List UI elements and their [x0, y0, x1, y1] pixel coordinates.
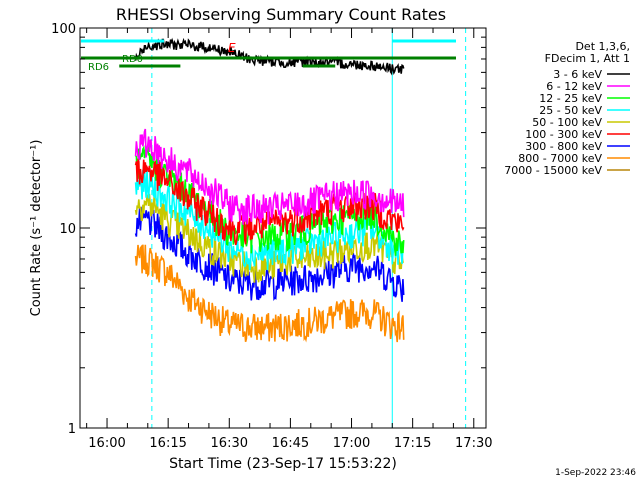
legend-header-1: FDecim 1, Att 1 [545, 52, 630, 65]
x-tick-label: 16:30 [211, 436, 248, 451]
legend-label: 800 - 7000 keV [518, 152, 602, 165]
y-tick-label: 100 [51, 22, 76, 37]
x-tick-label: 16:00 [88, 436, 125, 451]
plot-area: RD0 RD6 E [79, 28, 467, 428]
annotation-rd0: RD0 [122, 54, 143, 65]
series-300-800keV [134, 206, 405, 302]
legend-label: 50 - 100 keV [532, 116, 602, 129]
legend-label: 300 - 800 keV [525, 140, 602, 153]
series-line [134, 206, 405, 302]
x-tick-label: 16:45 [272, 436, 309, 451]
annotation-rd6: RD6 [88, 62, 109, 73]
legend-label: 100 - 300 keV [525, 128, 602, 141]
series-line [134, 37, 405, 76]
x-tick-label: 17:15 [394, 436, 431, 451]
series-line [134, 169, 405, 271]
legend-label: 3 - 6 keV [553, 68, 602, 81]
footer-timestamp: 1-Sep-2022 23:46 [555, 468, 636, 478]
series-line [134, 158, 405, 246]
series-line [134, 144, 405, 256]
status-bars [81, 39, 456, 68]
x-tick-label: 16:15 [149, 436, 186, 451]
y-axis-label: Count Rate (s⁻¹ detector⁻¹) [29, 140, 44, 317]
y-tick-label: 10 [59, 222, 76, 237]
x-axis-label: Start Time (23-Sep-17 15:53:22) [169, 456, 397, 472]
series-6-12keV [134, 128, 405, 225]
series-3-6keV [134, 37, 405, 76]
annotation-e: E [228, 41, 236, 55]
x-tick-label: 17:00 [333, 436, 370, 451]
series-line [134, 128, 405, 225]
y-tick-label: 1 [68, 422, 76, 437]
legend-label: 25 - 50 keV [539, 104, 602, 117]
legend-label: 6 - 12 keV [546, 80, 602, 93]
legend-label: 7000 - 15000 keV [504, 164, 602, 177]
chart-title: RHESSI Observing Summary Count Rates [116, 5, 446, 24]
series-100-300keV [134, 158, 405, 246]
legend-header-0: Det 1,3,6, [575, 40, 630, 53]
x-tick-label: 17:30 [455, 436, 492, 451]
legend-label: 12 - 25 keV [539, 92, 602, 105]
series-800-7000keV [134, 244, 405, 343]
series-25-50keV [134, 169, 405, 271]
series-line [134, 244, 405, 343]
axes: 1 10 100 16:00 16:15 16:30 16:45 17:00 17:15 17:3… [51, 22, 492, 451]
